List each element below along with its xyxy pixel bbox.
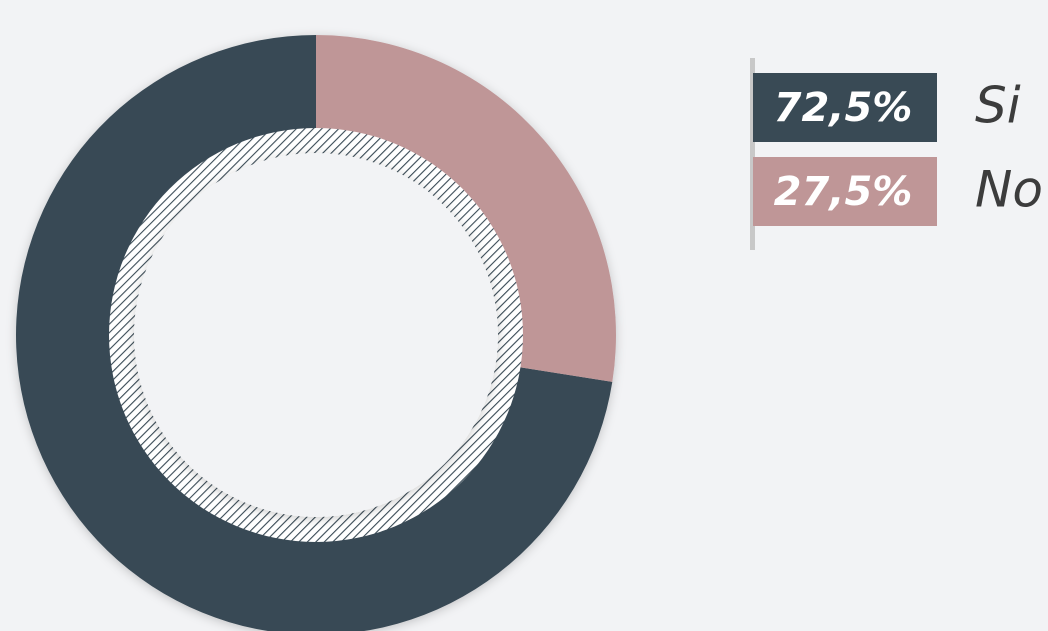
legend-swatch [753, 157, 937, 226]
donut-slice [16, 35, 613, 631]
legend-value: 72,5% [774, 85, 913, 131]
donut-hole [134, 153, 498, 517]
legend-value: 27,5% [774, 169, 913, 215]
legend: 72,5% Si 27,5% No [753, 73, 1043, 226]
legend-label: Si [975, 77, 1021, 135]
legend-swatch [753, 73, 937, 142]
donut [16, 35, 617, 631]
donut-slice [316, 35, 617, 382]
legend-bar [750, 58, 755, 250]
legend-label: No [975, 161, 1043, 219]
